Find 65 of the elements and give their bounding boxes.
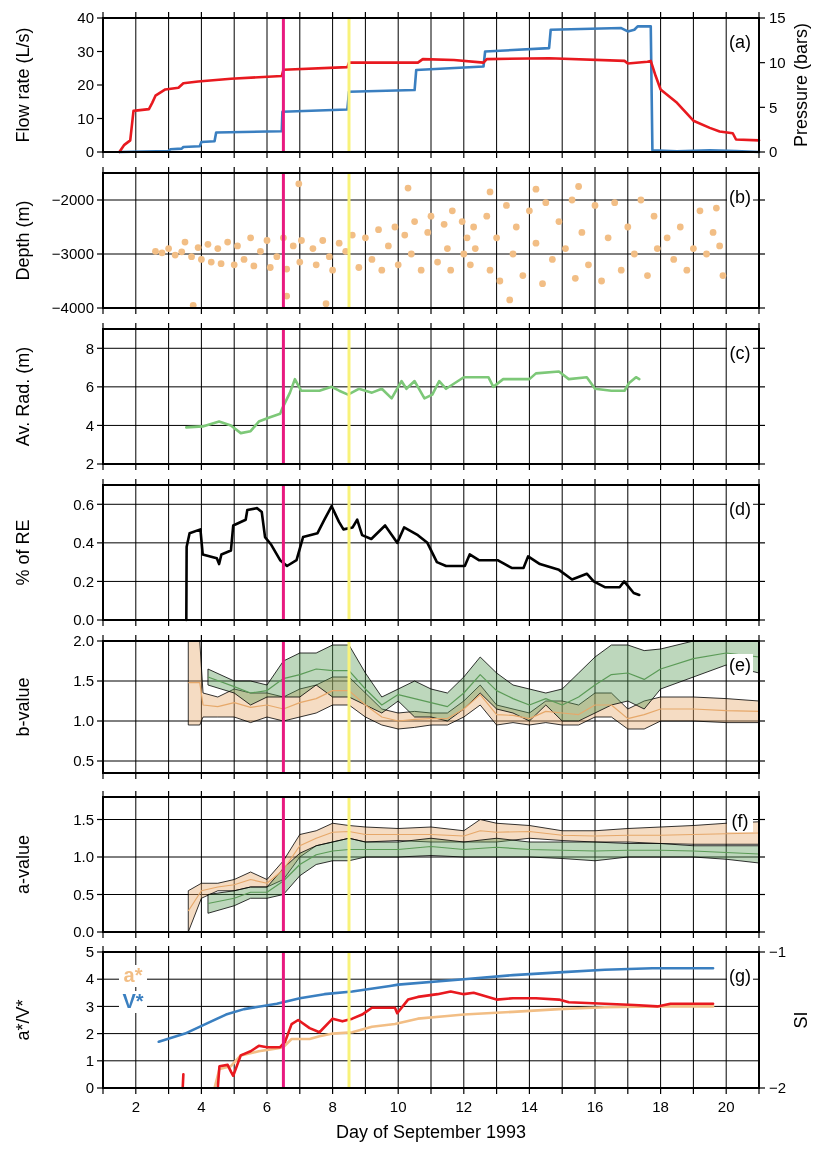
y-axis-title: Av. Rad. (m) [13, 346, 33, 447]
x-tick-label: 16 [586, 1098, 604, 1115]
y-tick-label: 1 [85, 1052, 94, 1070]
y-tick-label: 2 [85, 1024, 94, 1042]
y-tick-label: 8 [85, 339, 94, 357]
y-tick-label: 1.0 [73, 848, 94, 866]
y-axis-title: a-value [13, 834, 33, 895]
x-tick-label: 8 [328, 1098, 337, 1115]
x-tick-label: 18 [652, 1098, 669, 1115]
y-axis-title: Flow rate (L/s) [13, 27, 33, 143]
y-tick-label: 30 [77, 42, 94, 60]
y-tick-label: −3000 [51, 245, 94, 263]
y2-tick-label: −2 [769, 1079, 787, 1097]
y-tick-label: 0.0 [73, 923, 94, 941]
y2-tick-label: 5 [769, 98, 778, 116]
y-tick-label: 3 [85, 997, 94, 1015]
y-tick-label: 6 [85, 378, 94, 396]
y-tick-label: 0.5 [73, 885, 94, 903]
y2-tick-label: −1 [769, 943, 787, 961]
y2-axis-title: SI [791, 1011, 811, 1029]
y-tick-label: 0.0 [73, 611, 94, 629]
y2-tick-label: 0 [769, 143, 778, 161]
annotation: (e) [729, 654, 751, 675]
series-label: V* [122, 990, 144, 1012]
y-tick-label: 1.5 [73, 810, 94, 828]
x-tick-label: 12 [455, 1098, 473, 1115]
x-tick-label: 2 [131, 1098, 140, 1115]
y-tick-label: 2.0 [73, 632, 94, 650]
y-tick-label: 0.4 [73, 534, 94, 552]
annotation: (g) [729, 965, 751, 986]
y-axis-title: % of RE [13, 519, 33, 586]
y-tick-label: 1.5 [73, 672, 94, 690]
text: a* [123, 964, 143, 986]
annotation: (a) [729, 31, 751, 52]
y-tick-label: 40 [77, 9, 94, 27]
y-tick-label: 4 [85, 970, 94, 988]
x-tick-label: 6 [262, 1098, 272, 1115]
y-tick-label: 0.6 [73, 495, 94, 513]
x-tick-label: 4 [197, 1098, 206, 1115]
annotation: (c) [729, 342, 751, 363]
y-tick-label: 0 [85, 1079, 94, 1097]
annotation: (b) [729, 186, 751, 207]
y-tick-label: 4 [85, 416, 94, 434]
y-tick-label: 0.2 [73, 572, 94, 590]
y-tick-label: −2000 [51, 191, 94, 209]
x-tick-label: 10 [389, 1098, 407, 1115]
x-tick-label: 14 [521, 1098, 538, 1115]
y-tick-label: 10 [77, 109, 94, 127]
y-axis-title: Depth (m) [13, 200, 33, 281]
y-tick-label: 0.5 [73, 752, 94, 770]
y2-axis-title: Pressure (bars) [791, 22, 811, 148]
y-axis-title: b-value [13, 677, 33, 737]
y-tick-label: 1.0 [73, 712, 94, 730]
y-tick-label: −4000 [51, 299, 94, 317]
y-tick-label: 20 [77, 76, 94, 94]
y2-tick-label: 15 [769, 9, 786, 27]
y-tick-label: 2 [85, 455, 94, 473]
annotation: (d) [729, 498, 751, 519]
y-tick-label: 5 [85, 943, 94, 961]
y-tick-label: 0 [85, 143, 94, 161]
y2-tick-label: 10 [769, 53, 786, 71]
x-axis-title: Day of September 1993 [335, 1122, 527, 1142]
annotation: (f) [731, 810, 749, 831]
y-axis-title: a*/V* [13, 999, 33, 1041]
x-tick-label: 20 [717, 1098, 735, 1115]
